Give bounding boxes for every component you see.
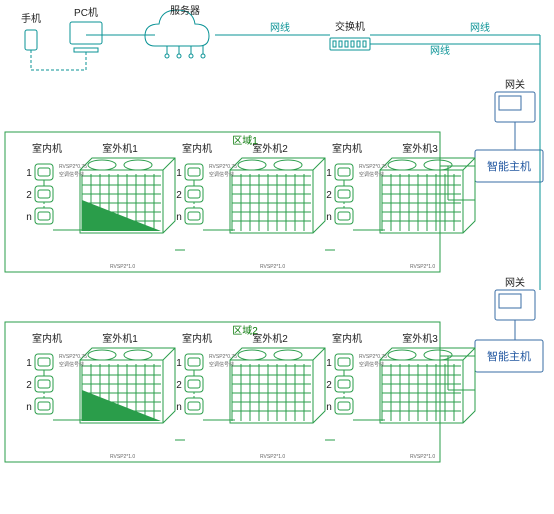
- svg-text:RVSP2*1.0: RVSP2*1.0: [110, 264, 135, 270]
- svg-text:2: 2: [326, 190, 332, 201]
- outdoor-label: 室外机2: [252, 142, 288, 155]
- svg-text:1: 1: [326, 168, 332, 179]
- indoor-label: 室内机: [182, 332, 212, 345]
- smarthost-label: 智能主机: [487, 349, 531, 363]
- svg-text:n: n: [176, 402, 182, 413]
- label: 网线: [430, 44, 450, 57]
- svg-text:2: 2: [176, 380, 182, 391]
- svg-text:空调信号线: 空调信号线: [59, 361, 84, 368]
- svg-text:RVSP2*1.0: RVSP2*1.0: [410, 454, 435, 460]
- outdoor-label: 室外机3: [402, 332, 438, 345]
- svg-text:RVSP2*1.0: RVSP2*1.0: [260, 454, 285, 460]
- gateway-label: 网关: [505, 276, 525, 289]
- svg-text:1: 1: [176, 168, 182, 179]
- outdoor-label: 室外机1: [102, 142, 138, 155]
- svg-text:RVSP2*1.0: RVSP2*1.0: [410, 264, 435, 270]
- svg-text:RVSP2*0.75: RVSP2*0.75: [59, 354, 87, 360]
- indoor-label: 室内机: [182, 142, 212, 155]
- indoor-label: 室内机: [332, 142, 362, 155]
- svg-text:1: 1: [176, 358, 182, 369]
- svg-text:n: n: [26, 212, 32, 223]
- svg-text:空调信号线: 空调信号线: [59, 171, 84, 178]
- svg-text:2: 2: [326, 380, 332, 391]
- svg-text:空调信号线: 空调信号线: [359, 171, 384, 178]
- label: 网线: [470, 21, 490, 34]
- svg-text:空调信号线: 空调信号线: [359, 361, 384, 368]
- svg-text:1: 1: [26, 168, 32, 179]
- svg-text:2: 2: [176, 190, 182, 201]
- outdoor-label: 室外机3: [402, 142, 438, 155]
- svg-text:RVSP2*1.0: RVSP2*1.0: [260, 264, 285, 270]
- svg-text:2: 2: [26, 190, 32, 201]
- svg-text:空调信号线: 空调信号线: [209, 361, 234, 368]
- svg-text:n: n: [26, 402, 32, 413]
- server-label: 服务器: [170, 4, 200, 17]
- svg-text:空调信号线: 空调信号线: [209, 171, 234, 178]
- netline-label: 网线: [270, 21, 290, 34]
- svg-text:n: n: [176, 212, 182, 223]
- indoor-label: 室内机: [32, 332, 62, 345]
- svg-text:1: 1: [326, 358, 332, 369]
- svg-text:2: 2: [26, 380, 32, 391]
- svg-text:RVSP2*0.75: RVSP2*0.75: [59, 164, 87, 170]
- outdoor-label: 室外机2: [252, 332, 288, 345]
- phone-label: 手机: [21, 12, 41, 25]
- smarthost-label: 智能主机: [487, 159, 531, 173]
- outdoor-label: 室外机1: [102, 332, 138, 345]
- svg-text:n: n: [326, 402, 332, 413]
- svg-text:RVSP2*0.75: RVSP2*0.75: [209, 164, 237, 170]
- svg-text:RVSP2*1.0: RVSP2*1.0: [110, 454, 135, 460]
- svg-text:RVSP2*0.75: RVSP2*0.75: [359, 164, 387, 170]
- pc-label: PC机: [74, 6, 98, 19]
- svg-text:1: 1: [26, 358, 32, 369]
- svg-text:RVSP2*0.75: RVSP2*0.75: [359, 354, 387, 360]
- svg-text:n: n: [326, 212, 332, 223]
- switch-label: 交换机: [335, 20, 365, 33]
- svg-text:RVSP2*0.75: RVSP2*0.75: [209, 354, 237, 360]
- indoor-label: 室内机: [332, 332, 362, 345]
- gateway-label: 网关: [505, 78, 525, 91]
- indoor-label: 室内机: [32, 142, 62, 155]
